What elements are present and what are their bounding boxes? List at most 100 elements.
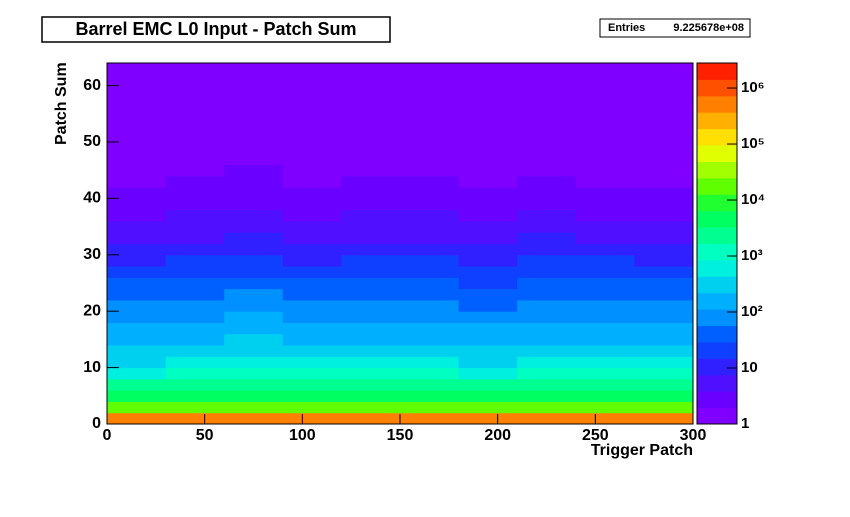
heatmap-cell xyxy=(282,299,342,312)
colorbar-swatch xyxy=(697,145,737,162)
heatmap-cell xyxy=(165,209,225,222)
heatmap-cell xyxy=(575,345,635,357)
heatmap-cell xyxy=(458,164,518,177)
heatmap-cell xyxy=(107,130,167,143)
heatmap-cell xyxy=(224,266,284,278)
heatmap-cell xyxy=(282,390,342,402)
heatmap-cell xyxy=(517,220,577,233)
z-tick-label: 10⁵ xyxy=(741,135,765,152)
heatmap-cell xyxy=(575,288,635,301)
heatmap-cell xyxy=(341,288,401,301)
x-tick-label: 50 xyxy=(196,427,214,444)
heatmap-cell xyxy=(341,322,401,335)
heatmap-cell xyxy=(400,108,460,120)
heatmap-cell xyxy=(634,254,694,267)
heatmap-cell xyxy=(575,63,635,75)
heatmap-cell xyxy=(224,63,284,75)
heatmap-cell xyxy=(517,243,577,256)
heatmap-cell xyxy=(107,378,167,391)
heatmap-cell xyxy=(282,412,342,425)
heatmap-cell xyxy=(458,277,518,290)
heatmap-cell xyxy=(224,74,284,87)
heatmap-cell xyxy=(341,401,401,414)
heatmap-cell xyxy=(400,85,460,98)
x-tick-label: 250 xyxy=(582,427,609,444)
heatmap-cell xyxy=(107,187,167,199)
heatmap-cell xyxy=(517,412,577,425)
heatmap-cell xyxy=(165,401,225,414)
heatmap-cell xyxy=(575,198,635,211)
z-tick-label: 10⁶ xyxy=(741,79,765,96)
heatmap-cell xyxy=(458,175,518,188)
heatmap-cell xyxy=(517,378,577,391)
heatmap-cell xyxy=(107,209,167,222)
heatmap-cell xyxy=(517,141,577,154)
heatmap-cell xyxy=(107,322,167,335)
heatmap-cell xyxy=(458,232,518,244)
heatmap-cell xyxy=(341,412,401,425)
heatmap-cell xyxy=(458,322,518,335)
heatmap-cell xyxy=(282,175,342,188)
heatmap-cell xyxy=(224,378,284,391)
x-tick-label: 150 xyxy=(387,427,414,444)
heatmap-cell xyxy=(517,333,577,346)
heatmap-cell xyxy=(107,96,167,109)
heatmap-cell xyxy=(107,345,167,357)
heatmap-cell xyxy=(107,311,167,323)
heatmap-cell xyxy=(165,164,225,177)
heatmap-cell xyxy=(458,412,518,425)
heatmap-cell xyxy=(634,164,694,177)
heatmap-cell xyxy=(634,299,694,312)
heatmap-cell xyxy=(634,345,694,357)
heatmap-cell xyxy=(517,345,577,357)
stats-label: Entries xyxy=(608,22,645,34)
title-box xyxy=(41,16,391,43)
heatmap-cell xyxy=(575,85,635,98)
heatmap-cell xyxy=(634,412,694,425)
heatmap-cell xyxy=(107,63,167,75)
heatmap-cell xyxy=(224,390,284,402)
heatmap-cell xyxy=(400,345,460,357)
heatmap-cell xyxy=(107,367,167,380)
heatmap-cell xyxy=(341,311,401,323)
heatmap-cell xyxy=(458,311,518,323)
heatmap-cell xyxy=(575,266,635,278)
heatmap-cell xyxy=(224,277,284,290)
heatmap-cell xyxy=(400,74,460,87)
heatmap-cell xyxy=(517,108,577,120)
heatmap-cell xyxy=(107,198,167,211)
heatmap-cell xyxy=(107,220,167,233)
colorbar-swatch xyxy=(697,292,737,310)
stats-box xyxy=(599,18,751,38)
heatmap-cell xyxy=(224,198,284,211)
heatmap-cell xyxy=(165,243,225,256)
heatmap-cell xyxy=(458,367,518,380)
heatmap-cell xyxy=(517,232,577,244)
heatmap-cell xyxy=(282,63,342,75)
heatmap-cell xyxy=(165,220,225,233)
heatmap-cell xyxy=(282,96,342,109)
x-tick-label: 200 xyxy=(484,427,511,444)
heatmap-cell xyxy=(224,412,284,425)
heatmap-cell xyxy=(634,367,694,380)
heatmap-cell xyxy=(517,356,577,369)
heatmap-cell xyxy=(458,119,518,132)
heatmap-cell xyxy=(282,108,342,120)
heatmap-cell xyxy=(458,243,518,256)
heatmap-cell xyxy=(517,198,577,211)
heatmap-cell xyxy=(341,220,401,233)
heatmap-cell xyxy=(224,367,284,380)
heatmap-cell xyxy=(400,254,460,267)
heatmap-cell xyxy=(575,175,635,188)
colorbar-swatch xyxy=(697,194,737,212)
heatmap-cell xyxy=(634,277,694,290)
heatmap-cell xyxy=(400,412,460,425)
heatmap-cell xyxy=(282,356,342,369)
heatmap-cell xyxy=(400,130,460,143)
x-tick-label: 0 xyxy=(103,427,112,444)
heatmap-cell xyxy=(224,288,284,301)
heatmap-cell xyxy=(165,288,225,301)
heatmap-cell xyxy=(575,356,635,369)
colorbar-swatch xyxy=(697,391,737,409)
